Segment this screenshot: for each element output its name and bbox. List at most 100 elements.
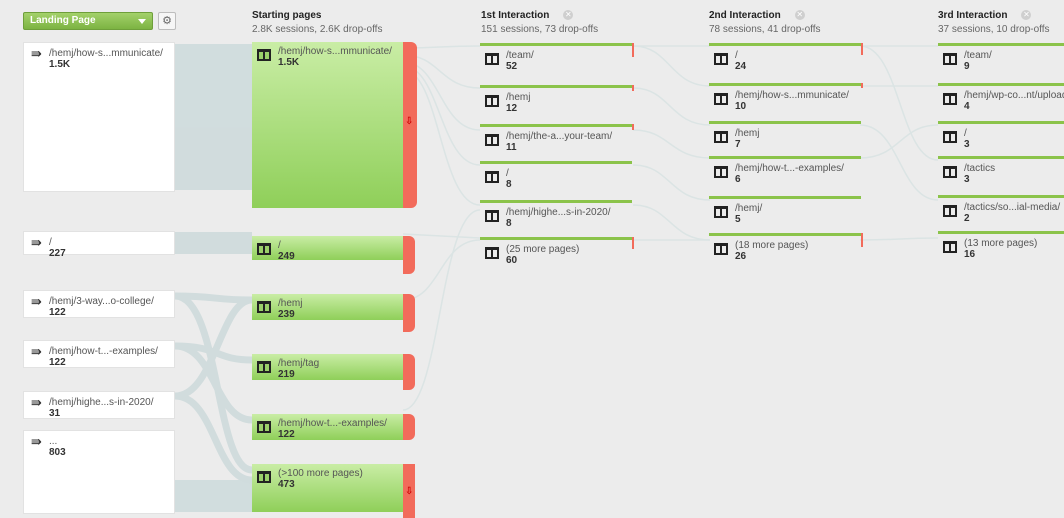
entrance-arrow-icon: ⇛ [31, 434, 42, 449]
landing-page-node[interactable]: ⇛ /hemj/how-t...-examples/ 122 [23, 340, 175, 368]
starting-page-node[interactable]: /hemj/how-t...-examples/ 122 [252, 414, 403, 440]
node-count: 60 [506, 255, 518, 266]
dropoff-bar[interactable] [861, 233, 863, 247]
node-label: / [964, 128, 967, 139]
page-icon [943, 166, 957, 178]
page-icon [485, 171, 499, 183]
page-icon [485, 53, 499, 65]
node-count: 803 [49, 447, 66, 458]
interaction-page-node[interactable]: /hemj 12 [480, 85, 632, 115]
interaction-page-node[interactable]: / 8 [480, 161, 632, 191]
node-count: 3 [964, 139, 970, 150]
node-label: /team/ [964, 50, 992, 61]
node-label: /hemj/tag [278, 358, 320, 369]
node-count: 1.5K [49, 59, 71, 70]
dropoff-bar[interactable]: ⇩ [403, 42, 417, 208]
settings-button[interactable]: ⚙ [158, 12, 176, 30]
entrance-arrow-icon: ⇛ [31, 46, 42, 61]
landing-page-node[interactable]: ⇛ /hemj/how-s...mmunicate/ 1.5K [23, 42, 175, 192]
dropoff-bar[interactable] [632, 124, 634, 130]
page-icon [485, 247, 499, 259]
node-label: /hemj/how-s...mmunicate/ [735, 90, 849, 101]
node-count: 122 [278, 429, 295, 440]
node-label: /tactics [964, 163, 996, 174]
node-count: 227 [49, 248, 66, 259]
interaction-page-node[interactable]: /tactics/so...ial-media/ 2 [938, 195, 1064, 225]
interaction-page-node[interactable]: / 3 [938, 121, 1064, 151]
dropoff-arrow-icon: ⇩ [405, 116, 414, 127]
starting-page-node[interactable]: / 249 [252, 236, 403, 262]
interaction-page-node[interactable]: /hemj/wp-co...nt/upload 4 [938, 83, 1064, 113]
entrance-arrow-icon: ⇛ [31, 294, 42, 309]
landing-page-node[interactable]: ⇛ /hemj/highe...s-in-2020/ 31 [23, 391, 175, 419]
dropoff-arrow-icon: ⇩ [405, 486, 414, 497]
node-count: 6 [735, 174, 741, 185]
interaction-page-node[interactable]: /hemj/how-s...mmunicate/ 10 [709, 83, 861, 113]
interaction-page-node[interactable]: /hemj/how-t...-examples/ 6 [709, 156, 861, 186]
dropoff-bar[interactable] [403, 354, 415, 390]
node-label: /hemj/how-t...-examples/ [49, 346, 158, 357]
page-icon [257, 361, 271, 373]
column-stats: 2.8K sessions, 2.6K drop-offs [252, 24, 383, 35]
page-icon [257, 301, 271, 313]
page-icon [257, 421, 271, 433]
node-label: /hemj/highe...s-in-2020/ [49, 397, 154, 408]
starting-page-node[interactable]: /hemj/tag 219 [252, 354, 403, 380]
starting-page-node[interactable]: /hemj 239 [252, 294, 403, 320]
close-icon[interactable]: ✕ [563, 10, 574, 20]
node-label: /hemj/wp-co...nt/upload [964, 90, 1064, 101]
node-count: 7 [735, 139, 741, 150]
dropoff-bar[interactable] [632, 237, 634, 249]
interaction-page-node[interactable]: /hemj/highe...s-in-2020/ 8 [480, 200, 632, 230]
node-label: /hemj/how-s...mmunicate/ [278, 46, 392, 57]
column-title: 2nd Interaction [709, 10, 781, 21]
node-label: / [49, 237, 52, 248]
dropoff-bar[interactable] [861, 43, 863, 55]
node-count: 1.5K [278, 57, 300, 68]
close-icon[interactable]: ✕ [1021, 10, 1032, 20]
interaction-page-node[interactable]: /hemj/ 5 [709, 196, 861, 226]
interaction-page-node[interactable]: (18 more pages) 26 [709, 233, 861, 263]
interaction-page-node[interactable]: / 24 [709, 43, 861, 73]
interaction-page-node[interactable]: /hemj/the-a...your-team/ 11 [480, 124, 632, 154]
node-label: / [506, 168, 509, 179]
node-count: 8 [506, 218, 512, 229]
node-count: 219 [278, 369, 295, 380]
dimension-dropdown[interactable]: Landing Page [23, 12, 153, 30]
dropoff-bar[interactable] [861, 83, 863, 88]
page-icon [485, 210, 499, 222]
dropoff-bar[interactable] [403, 414, 415, 440]
column-stats: 78 sessions, 41 drop-offs [709, 24, 821, 35]
dropoff-bar[interactable] [632, 43, 634, 57]
column-title: Starting pages [252, 10, 322, 21]
node-label: /hemj [278, 298, 303, 309]
interaction-page-node[interactable]: /tactics 3 [938, 156, 1064, 186]
landing-page-node[interactable]: ⇛ / 227 [23, 231, 175, 259]
node-count: 31 [49, 408, 61, 419]
dropoff-bar[interactable] [403, 236, 415, 274]
interaction-page-node[interactable]: /team/ 9 [938, 43, 1064, 73]
dropoff-bar[interactable] [632, 85, 634, 91]
node-count: 16 [964, 249, 976, 260]
landing-page-node[interactable]: ⇛ /hemj/3-way...o-college/ 122 [23, 290, 175, 318]
node-count: 239 [278, 309, 295, 320]
column-header-starting-pages: Starting pages 2.8K sessions, 2.6K drop-… [252, 10, 382, 35]
page-icon [257, 243, 271, 255]
node-label: /hemj [506, 92, 531, 103]
interaction-page-node[interactable]: (25 more pages) 60 [480, 237, 632, 267]
interaction-page-node[interactable]: /team/ 52 [480, 43, 632, 73]
landing-page-node[interactable]: ⇛ ... 803 [23, 430, 175, 514]
interaction-page-node[interactable]: (13 more pages) 16 [938, 231, 1064, 261]
node-label: (18 more pages) [735, 240, 809, 251]
starting-page-node[interactable]: (>100 more pages) 473 [252, 464, 403, 512]
dropoff-bar[interactable] [403, 294, 415, 332]
close-icon[interactable]: ✕ [794, 10, 805, 20]
starting-page-node[interactable]: /hemj/how-s...mmunicate/ 1.5K [252, 42, 403, 208]
interaction-page-node[interactable]: /hemj 7 [709, 121, 861, 151]
node-label: /hemj/ [735, 203, 763, 214]
dropoff-bar[interactable]: ⇩ [403, 464, 415, 518]
node-label: /tactics/so...ial-media/ [964, 202, 1061, 213]
node-count: 122 [49, 307, 66, 318]
page-icon [257, 471, 271, 483]
node-label: (25 more pages) [506, 244, 580, 255]
